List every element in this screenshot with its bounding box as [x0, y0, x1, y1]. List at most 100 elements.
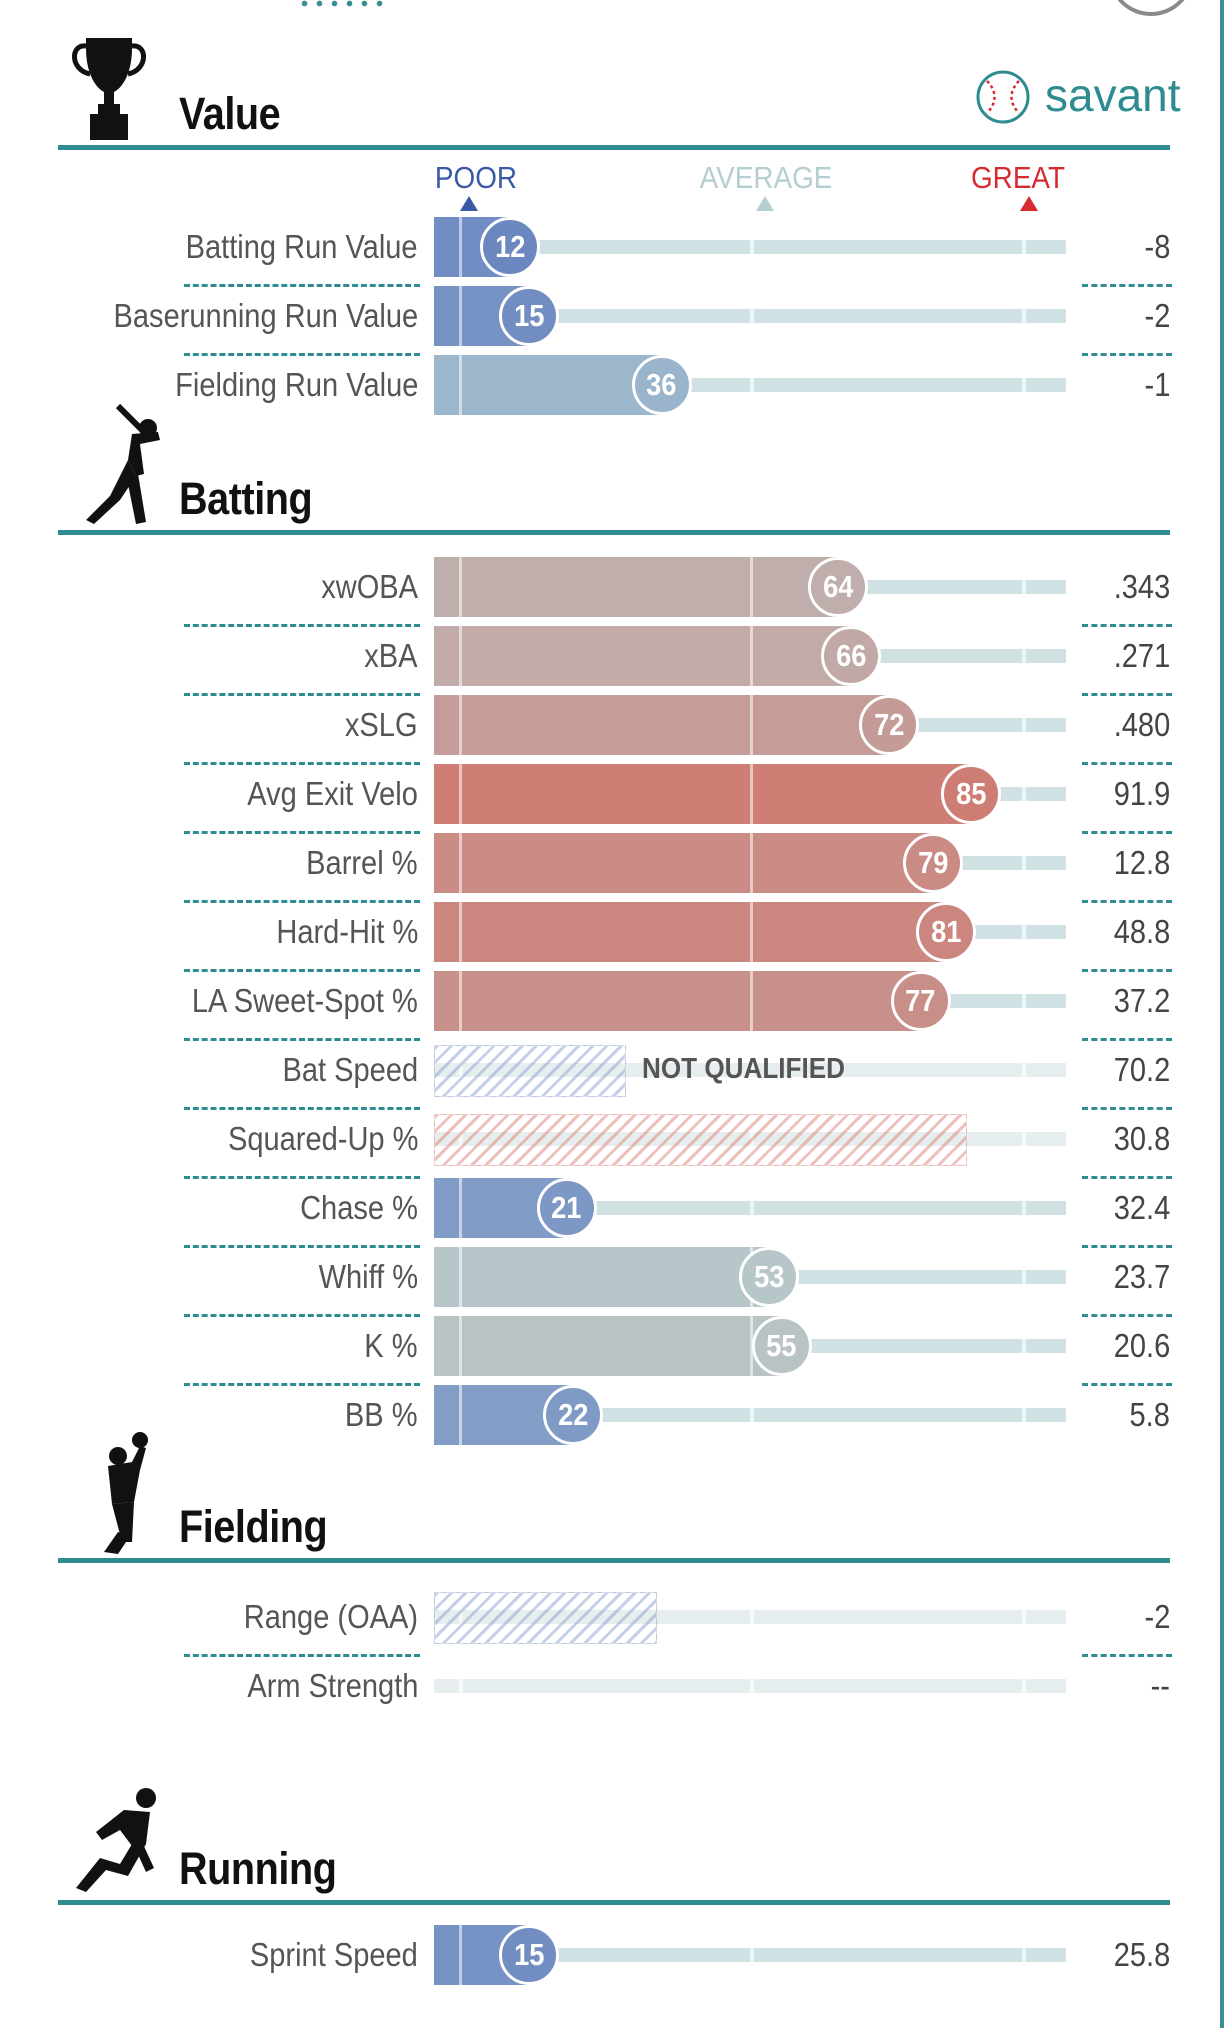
row-divider-left	[184, 1383, 420, 1386]
row-divider-left	[184, 1654, 420, 1657]
row-divider-right	[1082, 1038, 1172, 1041]
percentile-bar	[434, 1247, 769, 1307]
row-divider-left	[184, 284, 420, 287]
track-tick	[750, 1408, 754, 1422]
percentile-circle: 12	[479, 217, 540, 277]
bar-tick	[459, 833, 463, 893]
metric-label: Hard-Hit %	[276, 913, 418, 950]
metric-value: 37.2	[1113, 982, 1170, 1019]
metric-value: 30.8	[1113, 1120, 1170, 1157]
row-divider-right	[1082, 1383, 1172, 1386]
metric-label: LA Sweet-Spot %	[191, 982, 418, 1019]
bar-tick	[459, 695, 463, 755]
metric-row: xSLG 72 .480	[0, 695, 1230, 765]
section-header-value: Value	[58, 38, 1170, 150]
metric-label: Sprint Speed	[250, 1936, 418, 1973]
track-tick	[750, 1201, 754, 1215]
percentile-circle: 15	[498, 286, 559, 346]
track-tick	[1021, 1132, 1026, 1146]
row-divider-left	[184, 1176, 420, 1179]
percentile-bar	[434, 1316, 782, 1376]
metric-row: Whiff % 53 23.7	[0, 1247, 1230, 1317]
percentile-number: 85	[956, 776, 987, 811]
percentile-circle: 81	[915, 902, 976, 962]
metric-value: 32.4	[1113, 1189, 1170, 1226]
row-divider-left	[184, 1038, 420, 1041]
row-divider-left	[184, 1107, 420, 1110]
bar-tick	[459, 902, 463, 962]
row-divider-right	[1082, 831, 1172, 834]
percentile-bar	[434, 902, 946, 962]
metric-row: Bat Speed NOT QUALIFIED 70.2	[0, 1040, 1230, 1110]
track-tick	[1021, 856, 1026, 870]
percentile-number: 21	[551, 1190, 582, 1225]
percentile-number: 15	[513, 298, 544, 333]
metric-row: Avg Exit Velo 85 91.9	[0, 764, 1230, 834]
row-divider-left	[184, 1314, 420, 1317]
row-divider-right	[1082, 1107, 1172, 1110]
top-dots-decoration	[297, 0, 387, 7]
bar-tick	[459, 764, 463, 824]
bar-tick	[750, 764, 753, 824]
top-ring-decoration	[1108, 0, 1194, 16]
metric-label: K %	[364, 1327, 418, 1364]
section-title-fielding: Fielding	[179, 1501, 328, 1552]
metric-row: Batting Run Value 12 -8	[0, 217, 1230, 287]
metric-value: .271	[1113, 637, 1170, 674]
bar-tick	[459, 626, 463, 686]
metric-value: 23.7	[1113, 1258, 1170, 1295]
metric-value: 91.9	[1113, 775, 1170, 812]
metric-label: Chase %	[300, 1189, 418, 1226]
track-tick	[1021, 1201, 1026, 1215]
track-tick	[750, 378, 754, 392]
metric-row: BB % 22 5.8	[0, 1385, 1230, 1455]
bar-tick	[750, 626, 753, 686]
bar-tick	[459, 1316, 463, 1376]
percentile-bar	[434, 695, 890, 755]
metric-row: xBA 66 .271	[0, 626, 1230, 696]
metric-row: K % 55 20.6	[0, 1316, 1230, 1386]
metric-row: xwOBA 64 .343	[0, 557, 1230, 627]
scale-marker-great	[1020, 196, 1038, 211]
row-divider-right	[1082, 762, 1172, 765]
trophy-icon	[72, 38, 146, 140]
percentile-bar	[434, 971, 921, 1031]
metric-value: .480	[1113, 706, 1170, 743]
metric-label: Barrel %	[306, 844, 418, 881]
row-divider-right	[1082, 1654, 1172, 1657]
metric-label: Baserunning Run Value	[113, 297, 418, 334]
row-divider-left	[184, 762, 420, 765]
track-tick	[750, 1948, 754, 1962]
track-tick	[1021, 994, 1026, 1008]
bar-tick	[459, 1247, 463, 1307]
percentile-bar	[434, 833, 934, 893]
batter-icon	[86, 404, 160, 524]
percentile-number: 12	[494, 229, 525, 264]
bar-tick	[459, 1178, 463, 1238]
bar-tick	[750, 1316, 753, 1376]
percentile-circle: 85	[941, 764, 1002, 824]
not-qualified-label: NOT QUALIFIED	[642, 1053, 845, 1085]
runner-icon	[76, 1788, 156, 1892]
section-header-batting: Batting	[58, 404, 1170, 535]
percentile-bar	[434, 764, 972, 824]
bar-tick	[459, 1925, 463, 1985]
bar-tick	[459, 557, 463, 617]
metric-value: 5.8	[1129, 1396, 1170, 1433]
bar-tick	[750, 902, 753, 962]
metric-value: --	[1150, 1667, 1170, 1704]
metric-label: BB %	[345, 1396, 418, 1433]
track-tick	[1021, 787, 1026, 801]
metric-value: 48.8	[1113, 913, 1170, 950]
percentile-bar	[434, 557, 839, 617]
metric-label: Squared-Up %	[227, 1120, 418, 1157]
track-tick	[459, 1679, 464, 1693]
bar-tick	[459, 1385, 463, 1445]
row-divider-right	[1082, 1245, 1172, 1248]
bar-tick	[459, 286, 463, 346]
row-divider-left	[184, 831, 420, 834]
track-tick	[1021, 309, 1026, 323]
bar-tick	[459, 217, 463, 277]
scale-label-great: GREAT	[970, 160, 1066, 195]
scale-marker-poor	[460, 196, 478, 211]
